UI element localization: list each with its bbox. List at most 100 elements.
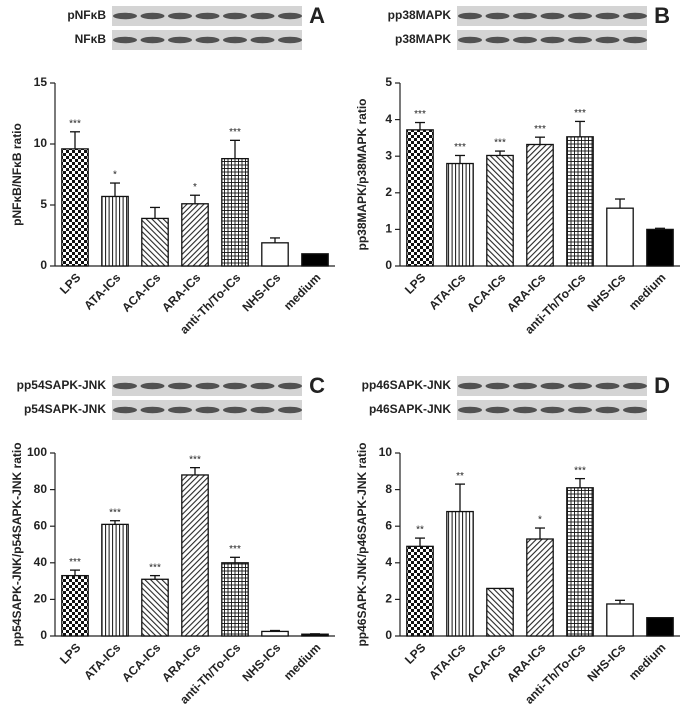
bar <box>301 633 329 637</box>
y-tick-label: 6 <box>385 518 392 532</box>
significance-label: *** <box>574 108 586 119</box>
x-tick-label: NHS-ICs <box>240 640 284 684</box>
y-tick-label: 5 <box>40 197 47 211</box>
blot-band <box>168 12 192 20</box>
blot-band <box>278 12 302 20</box>
blot-band <box>458 36 482 44</box>
x-tick-label: NHS-ICs <box>240 270 284 314</box>
y-tick-label: 3 <box>385 148 392 162</box>
bar <box>566 136 594 267</box>
blot-band <box>595 36 620 44</box>
blot-band <box>140 36 165 44</box>
blot-band <box>168 36 192 44</box>
y-tick-label: 5 <box>385 75 392 89</box>
blot-label: NFκB <box>75 32 107 46</box>
bar <box>261 630 289 637</box>
blot-band <box>168 406 192 414</box>
y-axis-label: pNFκB/NFκB ratio <box>10 123 24 226</box>
y-tick-label: 15 <box>34 75 48 89</box>
significance-label: *** <box>149 562 161 573</box>
blot-band <box>540 36 565 44</box>
bar <box>406 129 434 267</box>
y-tick-label: 4 <box>385 555 392 569</box>
x-tick-label: ACA-ICs <box>464 640 509 685</box>
bar <box>221 157 249 267</box>
x-tick-label: ATA-ICs <box>426 640 468 682</box>
significance-label: *** <box>69 118 81 129</box>
blot-band <box>140 12 165 20</box>
x-tick-label: medium <box>281 270 323 312</box>
bar <box>486 587 514 637</box>
x-tick-label: ATA-ICs <box>426 270 468 312</box>
bar <box>141 217 169 267</box>
blot-band <box>568 12 592 20</box>
blot-band <box>195 12 220 20</box>
y-tick-label: 4 <box>385 112 392 126</box>
blot-band <box>458 12 482 20</box>
bar <box>101 195 129 267</box>
bar <box>221 562 249 637</box>
blot-band <box>113 406 137 414</box>
x-tick-label: ACA-ICs <box>119 270 164 315</box>
blot-label: pp54SAPK-JNK <box>17 378 107 392</box>
blot-label: p46SAPK-JNK <box>369 402 451 416</box>
significance-label: *** <box>189 454 201 465</box>
blot-band <box>485 406 510 414</box>
y-tick-label: 0 <box>385 258 392 272</box>
blot-band <box>278 406 302 414</box>
significance-label: * <box>538 515 542 526</box>
significance-label: *** <box>534 124 546 135</box>
blot-band <box>568 406 592 414</box>
bar <box>101 523 129 637</box>
blot-band <box>458 382 482 390</box>
bar <box>181 474 209 637</box>
x-tick-label: ACA-ICs <box>464 270 509 315</box>
blot-band <box>195 382 220 390</box>
significance-label: * <box>193 182 197 193</box>
bar <box>61 148 89 267</box>
y-tick-label: 0 <box>40 628 47 642</box>
bar <box>181 203 209 267</box>
bar <box>646 228 674 267</box>
blot-band <box>458 406 482 414</box>
blot-band <box>513 382 537 390</box>
blot-band <box>623 36 647 44</box>
bar <box>406 545 434 637</box>
blot-band <box>113 382 137 390</box>
y-tick-label: 40 <box>34 555 48 569</box>
bar <box>526 143 554 267</box>
significance-label: * <box>113 170 117 181</box>
y-tick-label: 2 <box>385 185 392 199</box>
blot-label: p54SAPK-JNK <box>24 402 106 416</box>
blot-band <box>623 382 647 390</box>
panel-letter: D <box>654 373 670 398</box>
bar <box>646 617 674 637</box>
bar <box>606 207 634 267</box>
blot-band <box>540 382 565 390</box>
blot-band <box>113 12 137 20</box>
blot-band <box>513 406 537 414</box>
blot-band <box>223 36 247 44</box>
significance-label: *** <box>69 557 81 568</box>
y-tick-label: 8 <box>385 482 392 496</box>
blot-band <box>278 382 302 390</box>
blot-band <box>568 382 592 390</box>
blot-band <box>540 406 565 414</box>
blot-band <box>485 36 510 44</box>
y-tick-label: 10 <box>379 445 393 459</box>
blot-band <box>595 406 620 414</box>
x-tick-label: LPS <box>402 640 428 666</box>
x-tick-label: LPS <box>57 640 83 666</box>
y-tick-label: 100 <box>27 445 47 459</box>
blot-band <box>223 406 247 414</box>
blot-band <box>595 12 620 20</box>
blot-band <box>250 36 275 44</box>
significance-label: *** <box>574 465 586 476</box>
blot-band <box>485 382 510 390</box>
blot-band <box>623 406 647 414</box>
blot-band <box>623 12 647 20</box>
significance-label: *** <box>229 544 241 555</box>
y-tick-label: 0 <box>40 258 47 272</box>
x-tick-label: medium <box>281 640 323 682</box>
